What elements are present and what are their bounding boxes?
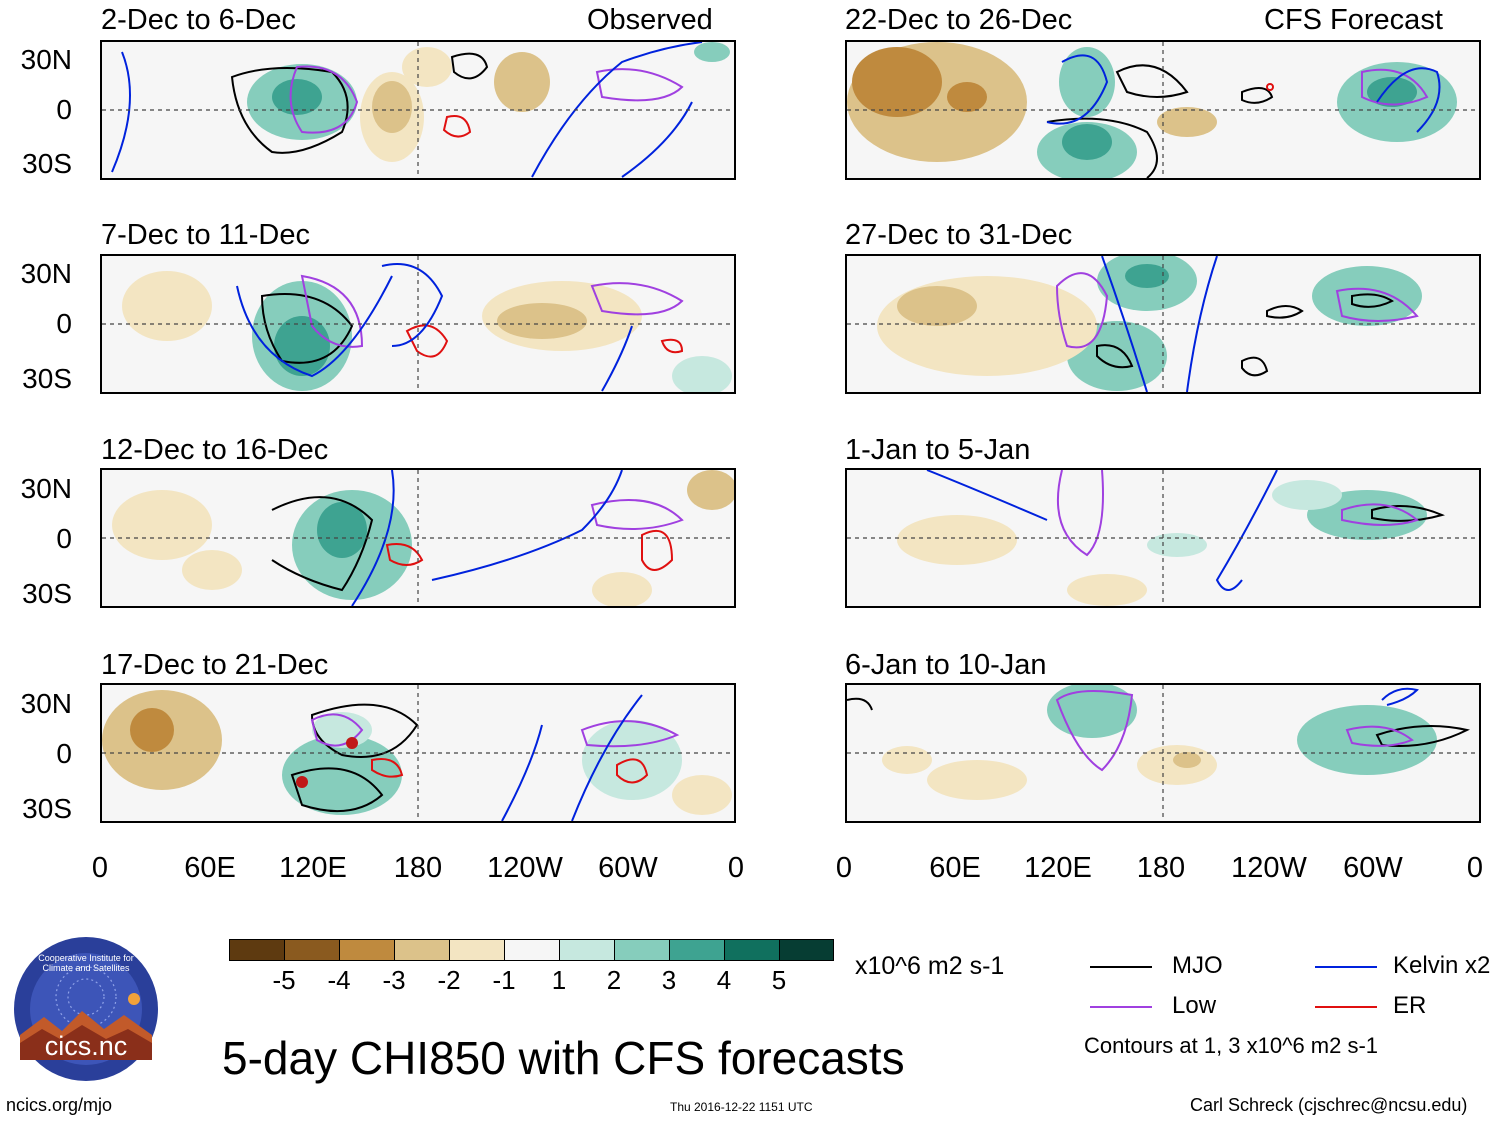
colorbar-cell — [779, 939, 834, 961]
lat-label-eq: 0 — [56, 738, 72, 769]
map-panel-obs-4 — [100, 683, 736, 823]
panel-title-obs-4: 17-Dec to 21-Dec — [101, 649, 329, 681]
lat-label-30s: 30S — [22, 793, 72, 824]
main-title: 5-day CHI850 with CFS forecasts — [222, 1032, 905, 1084]
legend-kelvin-label: Kelvin x2 — [1393, 952, 1491, 979]
colorbar-cell — [229, 939, 285, 961]
map-panel-obs-3 — [100, 468, 736, 608]
lon-label-0: 0 — [91, 852, 109, 884]
lon-label-0-end: 0 — [727, 852, 745, 884]
lon-label-180: 180 — [393, 852, 443, 884]
colorbar-cell — [394, 939, 450, 961]
lon-label-60e: 60E — [184, 852, 236, 884]
legend-mjo-label: MJO — [1172, 952, 1223, 979]
lon-label-60w: 60W — [598, 852, 658, 884]
lat-label-30s: 30S — [22, 578, 72, 609]
colorbar-label: 5 — [771, 965, 787, 995]
observed-label: Observed — [587, 4, 713, 36]
lon-label-120w: 120W — [1231, 852, 1307, 884]
colorbar-cell — [724, 939, 780, 961]
legend-er-line — [1315, 1006, 1377, 1008]
map-panel-fcst-4 — [845, 683, 1481, 823]
panel-title-obs-3: 12-Dec to 16-Dec — [101, 434, 329, 466]
lat-label-eq: 0 — [56, 308, 72, 339]
map-panel-obs-2 — [100, 254, 736, 394]
panel-title-fcst-2: 27-Dec to 31-Dec — [845, 219, 1073, 251]
lat-label-30n: 30N — [20, 258, 72, 289]
lon-label-120w: 120W — [487, 852, 563, 884]
legend-low-label: Low — [1172, 992, 1217, 1019]
logo-ring-text: Cooperative Institute for Climate and Sa… — [38, 953, 134, 973]
map-panel-fcst-3 — [845, 468, 1481, 608]
colorbar-label: -4 — [327, 965, 351, 995]
panel-title-fcst-3: 1-Jan to 5-Jan — [845, 434, 1031, 466]
legend-low-line — [1090, 1006, 1152, 1008]
colorbar-label: 3 — [661, 965, 677, 995]
panel-title-fcst-4: 6-Jan to 10-Jan — [845, 649, 1047, 681]
legend-mjo-line — [1090, 966, 1152, 968]
logo-text: cics.nc — [44, 1031, 128, 1061]
lat-label-30n: 30N — [20, 44, 72, 75]
colorbar-label: -5 — [272, 965, 296, 995]
colorbar-label: -2 — [437, 965, 461, 995]
lon-label-60w: 60W — [1343, 852, 1403, 884]
panel-title-obs-2: 7-Dec to 11-Dec — [101, 219, 310, 251]
map-panel-obs-1 — [100, 40, 736, 180]
colorbar-cell — [504, 939, 560, 961]
lat-label-30s: 30S — [22, 148, 72, 179]
colorbar-label: -1 — [492, 965, 516, 995]
colorbar-cell — [339, 939, 395, 961]
map-panel-fcst-2 — [845, 254, 1481, 394]
lon-label-0: 0 — [835, 852, 853, 884]
footer-url: ncics.org/mjo — [6, 1095, 113, 1115]
cics-logo: cics.nc Cooperative Institute for Climat… — [12, 935, 160, 1083]
colorbar-label: -3 — [382, 965, 406, 995]
footer-author: Carl Schreck (cjschrec@ncsu.edu) — [1190, 1095, 1468, 1115]
lat-label-30n: 30N — [20, 688, 72, 719]
footer-timestamp: Thu 2016-12-22 1151 UTC — [670, 1100, 813, 1114]
legend-contour-note: Contours at 1, 3 x10^6 m2 s-1 — [1084, 1033, 1379, 1058]
lon-label-60e: 60E — [929, 852, 981, 884]
forecast-label: CFS Forecast — [1264, 4, 1443, 36]
colorbar — [229, 939, 834, 961]
lon-label-0-end: 0 — [1466, 852, 1484, 884]
lat-label-eq: 0 — [56, 523, 72, 554]
lat-label-30n: 30N — [20, 473, 72, 504]
panel-title-obs-1: 2-Dec to 6-Dec — [101, 4, 297, 36]
colorbar-label: 2 — [606, 965, 622, 995]
lon-label-180: 180 — [1136, 852, 1186, 884]
lat-label-eq: 0 — [56, 94, 72, 125]
panel-title-fcst-1: 22-Dec to 26-Dec — [845, 4, 1073, 36]
colorbar-cell — [449, 939, 505, 961]
map-panel-fcst-1 — [845, 40, 1481, 180]
colorbar-label: 1 — [551, 965, 567, 995]
colorbar-units: x10^6 m2 s-1 — [855, 952, 1005, 980]
lon-label-120e: 120E — [279, 852, 347, 884]
colorbar-label: 4 — [716, 965, 732, 995]
legend-er-label: ER — [1393, 992, 1427, 1019]
lat-label-30s: 30S — [22, 363, 72, 394]
lon-label-120e: 120E — [1024, 852, 1092, 884]
colorbar-cell — [669, 939, 725, 961]
colorbar-cell — [284, 939, 340, 961]
colorbar-cell — [559, 939, 615, 961]
legend-kelvin-line — [1315, 966, 1377, 968]
colorbar-cell — [614, 939, 670, 961]
